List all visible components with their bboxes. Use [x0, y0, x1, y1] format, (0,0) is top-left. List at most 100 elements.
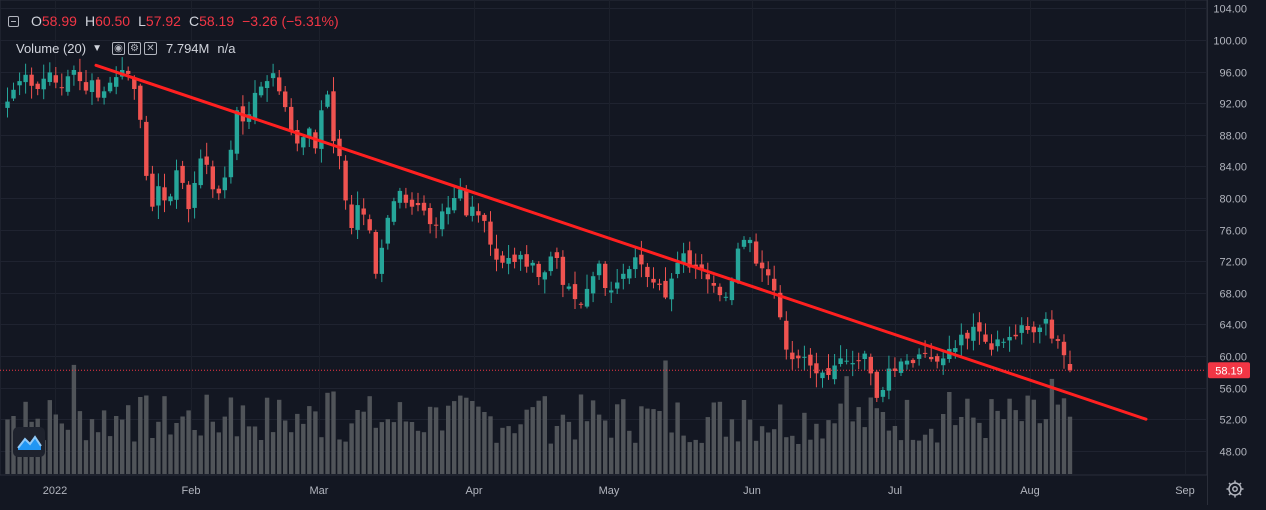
volume-bar	[41, 440, 46, 474]
candle-body	[1037, 327, 1042, 332]
candle-body	[107, 82, 113, 92]
candle-body	[427, 208, 433, 225]
volume-bar	[180, 416, 185, 474]
candle-body	[910, 359, 916, 364]
volume-bar	[711, 402, 716, 474]
close-value: 58.19	[199, 13, 235, 29]
candle-body	[856, 360, 861, 362]
volume-bar	[639, 406, 644, 474]
volume-bar	[675, 402, 680, 474]
y-tick-label: 84.00	[1219, 162, 1247, 174]
volume-bar	[289, 432, 294, 474]
candle-body	[796, 355, 801, 359]
volume-bar	[1025, 395, 1030, 474]
candle-body	[808, 354, 813, 366]
volume-bar	[325, 392, 330, 474]
candle-body	[922, 352, 928, 354]
candle-body	[385, 217, 390, 244]
candle-body	[560, 256, 566, 285]
volume-bar	[693, 439, 698, 474]
candle-body	[729, 281, 735, 301]
volume-bar	[138, 397, 143, 474]
candle-body	[681, 253, 686, 265]
volume-bar	[953, 425, 958, 474]
candle-body	[132, 78, 137, 89]
volume-bar	[977, 422, 982, 474]
candle-body	[307, 128, 312, 138]
candle-body	[596, 263, 602, 276]
close-icon[interactable]: ✕	[144, 41, 157, 55]
candle-body	[651, 278, 656, 283]
candle-body	[252, 92, 258, 119]
candle-body	[723, 296, 729, 298]
volume-bar	[349, 423, 354, 474]
volume-bar	[548, 443, 553, 474]
volume-indicator-name[interactable]: Volume (20)	[16, 40, 87, 56]
eye-icon[interactable]: ◉	[112, 41, 125, 55]
candle-body	[23, 74, 28, 83]
volume-bar	[898, 440, 904, 474]
candle-body	[669, 278, 674, 300]
y-tick-label: 104.00	[1213, 4, 1247, 16]
volume-bar	[735, 441, 741, 474]
volume-bar	[766, 432, 771, 474]
gear-icon[interactable]	[1225, 479, 1245, 499]
volume-bar	[753, 440, 759, 474]
candle-body	[488, 221, 493, 245]
minus-box-icon[interactable]	[8, 15, 19, 27]
gear-icon[interactable]: ⚙	[128, 41, 141, 55]
candle-body	[747, 239, 753, 244]
candle-body	[542, 272, 547, 280]
volume-bar	[65, 429, 71, 474]
volume-legend[interactable]: Volume (20) ▼ ◉ ⚙ ✕ 7.794M n/a	[16, 38, 235, 58]
volume-bar	[101, 410, 107, 474]
candle-body	[506, 258, 511, 264]
volume-bar	[1061, 398, 1067, 474]
volume-bar	[971, 417, 976, 474]
volume-bar	[1067, 416, 1073, 474]
candle-body	[518, 254, 523, 260]
candle-body	[289, 106, 294, 131]
volume-bar	[723, 436, 729, 474]
candle-body	[639, 254, 644, 265]
last-price-tag	[1208, 362, 1250, 379]
candle-body	[1055, 339, 1061, 341]
candle-body	[71, 70, 77, 75]
volume-bar	[403, 421, 409, 474]
grid	[0, 0, 1208, 476]
candle-body	[717, 286, 723, 296]
volume-bar	[627, 430, 632, 474]
volume-bar	[989, 399, 994, 474]
volume-bar	[1007, 398, 1012, 474]
candle-body	[482, 214, 487, 221]
volume-bar	[947, 392, 952, 474]
candle-body	[458, 189, 463, 199]
candle-body	[301, 137, 306, 148]
volume-bar	[796, 444, 801, 474]
volume-bar	[802, 412, 807, 474]
candle-body	[844, 360, 849, 362]
candle-body	[59, 87, 64, 89]
volume-bar	[759, 426, 765, 474]
volume-bar	[506, 426, 511, 474]
volume-bar	[717, 401, 723, 474]
candle-body	[470, 206, 475, 216]
volume-bar	[572, 439, 578, 474]
chevron-down-icon[interactable]: ▼	[92, 42, 102, 54]
candle-body	[494, 248, 499, 260]
candle-body	[699, 264, 704, 270]
volume-bar	[603, 420, 608, 474]
candle-body	[464, 190, 469, 216]
candle-body	[180, 165, 185, 183]
volume-bar	[114, 416, 119, 474]
candle-body	[355, 205, 360, 230]
candle-body	[784, 320, 789, 350]
candle-body	[168, 196, 173, 202]
volume-bar	[464, 397, 469, 474]
volume-bar	[83, 440, 89, 474]
tradingview-logo-icon[interactable]	[13, 427, 45, 457]
candle-body	[633, 257, 638, 270]
volume-bar	[808, 439, 813, 474]
